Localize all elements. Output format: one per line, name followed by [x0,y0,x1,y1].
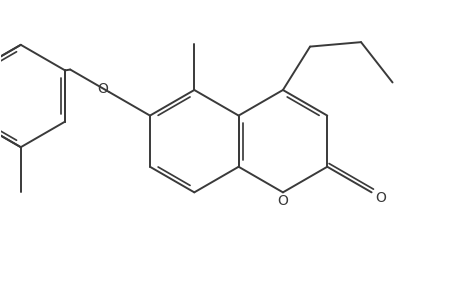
Text: O: O [277,194,288,208]
Text: O: O [97,82,108,95]
Text: O: O [375,190,386,205]
